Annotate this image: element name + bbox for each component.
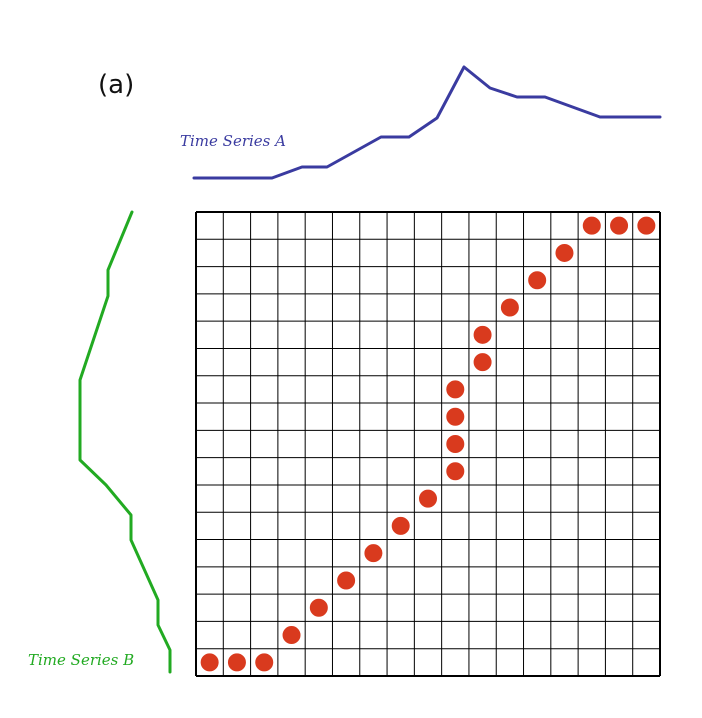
- warping-path-dot: [363, 543, 384, 564]
- warping-path-dot: [418, 488, 438, 509]
- warping-path-dot: [636, 215, 657, 236]
- warping-path-dot: [554, 242, 575, 263]
- warping-path-dot: [254, 652, 275, 673]
- warping-path-dot: [499, 297, 520, 318]
- warping-path-dot: [472, 324, 493, 345]
- time-series-b-label: Time Series B: [28, 651, 134, 669]
- time-series-a-curve: [192, 65, 662, 180]
- warping-path-dot: [308, 597, 329, 618]
- time-series-a-label: Time Series A: [180, 132, 286, 150]
- warping-path-dot: [609, 215, 630, 236]
- warping-path-dot: [281, 625, 302, 646]
- panel-label: (a): [98, 70, 134, 100]
- warping-path-dot: [445, 434, 466, 454]
- warping-path-dot: [336, 570, 357, 591]
- warping-path-dot: [581, 215, 602, 236]
- warping-path-dot: [199, 652, 220, 673]
- cost-matrix-grid: [195, 211, 661, 677]
- warping-path: [199, 215, 657, 673]
- warping-path-dot: [226, 652, 247, 673]
- warping-path-dot: [527, 270, 548, 291]
- time-series-b-curve: [78, 210, 172, 674]
- warping-path-dot: [445, 461, 466, 482]
- warping-path-dot: [445, 379, 466, 400]
- warping-path-dot: [472, 352, 493, 373]
- warping-path-dot: [390, 515, 411, 536]
- warping-path-dot: [445, 406, 466, 427]
